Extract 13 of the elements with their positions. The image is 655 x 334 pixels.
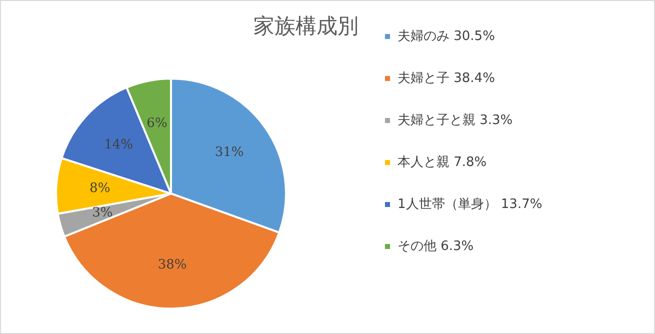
- legend-label: その他 6.3%: [398, 238, 474, 254]
- legend-label: 夫婦のみ 30.5%: [398, 28, 495, 44]
- legend-label: 夫婦と子と親 3.3%: [398, 112, 513, 128]
- data-label: 8%: [90, 181, 110, 196]
- legend-label: 1人世帯（単身） 13.7%: [398, 196, 542, 212]
- data-label: 31%: [214, 144, 244, 160]
- legend-label: 夫婦と子 38.4%: [398, 70, 495, 86]
- data-label: 6%: [146, 116, 168, 132]
- data-label: 3%: [92, 206, 113, 221]
- data-label: 14%: [104, 138, 134, 153]
- legend-label: 本人と親 7.8%: [398, 154, 487, 170]
- data-label: 38%: [158, 257, 187, 272]
- chart-title: 家族構成別: [254, 14, 358, 38]
